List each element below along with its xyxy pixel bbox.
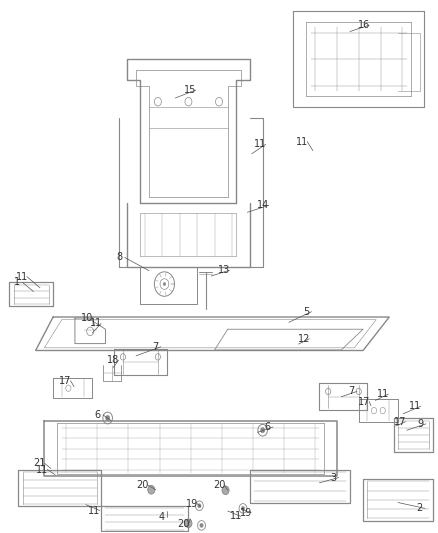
Circle shape — [261, 427, 265, 433]
Text: 19: 19 — [240, 507, 252, 518]
Text: 11: 11 — [88, 505, 101, 515]
Text: 11: 11 — [36, 465, 48, 474]
Circle shape — [200, 523, 203, 528]
Text: 12: 12 — [298, 334, 311, 344]
Text: 21: 21 — [33, 458, 45, 468]
Text: 17: 17 — [59, 376, 71, 386]
Text: 6: 6 — [265, 422, 271, 432]
Text: 17: 17 — [358, 397, 370, 407]
Text: 19: 19 — [186, 498, 198, 508]
Text: 20: 20 — [213, 480, 225, 490]
Text: 1: 1 — [14, 278, 20, 287]
Text: 7: 7 — [349, 386, 355, 397]
Text: 17: 17 — [394, 417, 406, 427]
Text: 7: 7 — [152, 342, 159, 352]
Text: 16: 16 — [358, 20, 370, 30]
Text: 20: 20 — [177, 519, 189, 529]
Text: 11: 11 — [254, 139, 267, 149]
Text: 8: 8 — [117, 253, 123, 262]
Circle shape — [106, 415, 110, 421]
Text: 20: 20 — [136, 480, 149, 490]
Text: 15: 15 — [184, 85, 197, 95]
Text: 11: 11 — [15, 272, 28, 281]
Text: 4: 4 — [158, 512, 164, 522]
Circle shape — [148, 486, 155, 494]
Text: 9: 9 — [418, 419, 424, 429]
Text: 18: 18 — [107, 355, 120, 365]
Text: 5: 5 — [303, 306, 310, 317]
Text: 11: 11 — [296, 136, 308, 147]
Text: 11: 11 — [377, 389, 389, 399]
Text: 11: 11 — [90, 318, 102, 328]
Circle shape — [198, 504, 201, 508]
Circle shape — [241, 506, 245, 511]
Text: 6: 6 — [95, 410, 101, 420]
Text: 13: 13 — [218, 265, 230, 275]
Circle shape — [222, 486, 229, 495]
Circle shape — [185, 519, 192, 528]
Text: 11: 11 — [230, 511, 242, 521]
Text: 3: 3 — [330, 473, 336, 482]
Text: 10: 10 — [81, 312, 93, 322]
Text: 2: 2 — [417, 503, 423, 513]
Text: 14: 14 — [258, 200, 270, 211]
Circle shape — [163, 282, 166, 286]
Text: 11: 11 — [410, 401, 422, 411]
